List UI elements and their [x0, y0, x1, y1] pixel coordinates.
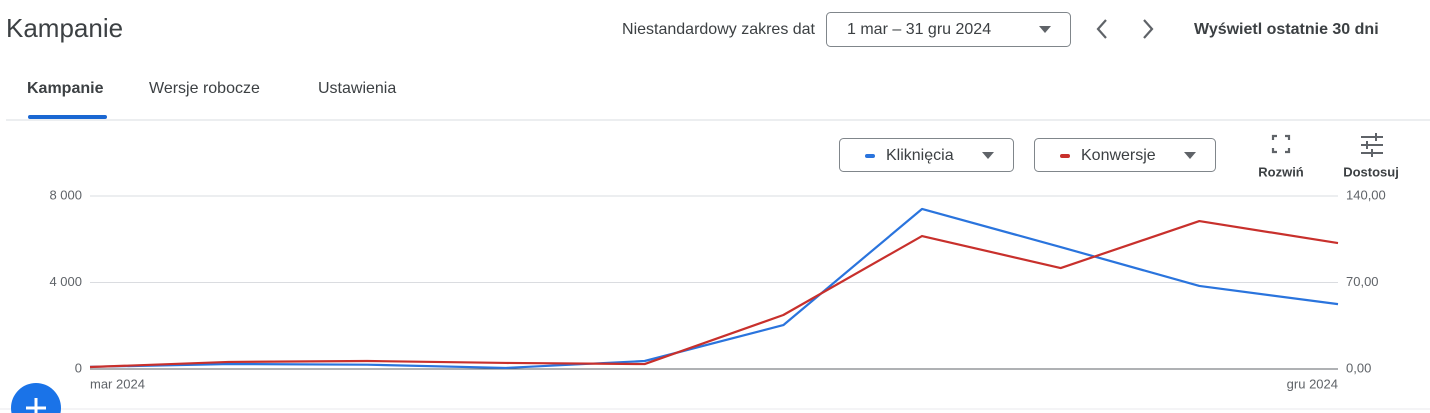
tab[interactable]: Kampanie — [27, 80, 104, 97]
dropdown-arrow — [1039, 26, 1051, 33]
customize-label[interactable]: Dostosuj — [1343, 164, 1399, 179]
date-range-box[interactable] — [826, 12, 1071, 47]
legend-label[interactable]: Kliknięcia — [886, 147, 954, 164]
legend-swatch — [865, 154, 875, 158]
dropdown-arrow — [982, 152, 994, 159]
expand-icon[interactable] — [1271, 134, 1291, 154]
x-tick-label: mar 2024 — [90, 376, 145, 391]
y-tick-label: 4 000 — [49, 274, 82, 289]
legend-label[interactable]: Konwersje — [1081, 147, 1156, 164]
customize-icon[interactable] — [1361, 133, 1383, 157]
date-range-label: Niestandardowy zakres dat — [622, 21, 816, 38]
fab-plus — [26, 398, 46, 413]
prev-button[interactable] — [1096, 19, 1107, 39]
metric-chip[interactable]: Konwersje — [1034, 138, 1216, 172]
y-tick-label: 0 — [75, 360, 82, 375]
date-range-picker[interactable]: 1 mar – 31 gru 2024 — [826, 12, 1071, 47]
date-range[interactable]: 1 mar – 31 gru 2024 — [847, 21, 991, 38]
y2-tick-label: 0,00 — [1346, 360, 1371, 375]
next-button[interactable] — [1143, 19, 1154, 39]
series-line — [89, 207, 1339, 370]
expand-label[interactable]: Rozwiń — [1258, 164, 1304, 179]
series-line — [89, 219, 1339, 369]
chip-box[interactable] — [839, 138, 1014, 172]
tab[interactable]: Ustawienia — [318, 80, 396, 97]
plot: 0 4 000 8 000 0,00 70,00 140,00 mar 2024 gru 20… — [49, 187, 1385, 391]
chip-box[interactable] — [1034, 138, 1216, 172]
y-tick-label: 8 000 — [49, 187, 82, 202]
legend-swatch — [1060, 154, 1070, 158]
y2-tick-label: 140,00 — [1346, 187, 1386, 202]
tab[interactable]: Wersje robocze — [149, 80, 260, 97]
page-title: Kampanie — [6, 13, 123, 43]
last-30-link[interactable]: Wyświetl ostatnie 30 dni — [1194, 21, 1379, 38]
dropdown-arrow — [1184, 152, 1196, 159]
x-tick-label: gru 2024 — [1287, 376, 1338, 391]
metric-chip[interactable]: Kliknięcia — [839, 138, 1014, 172]
y2-tick-label: 70,00 — [1346, 274, 1379, 289]
tab-indicator — [28, 115, 107, 119]
